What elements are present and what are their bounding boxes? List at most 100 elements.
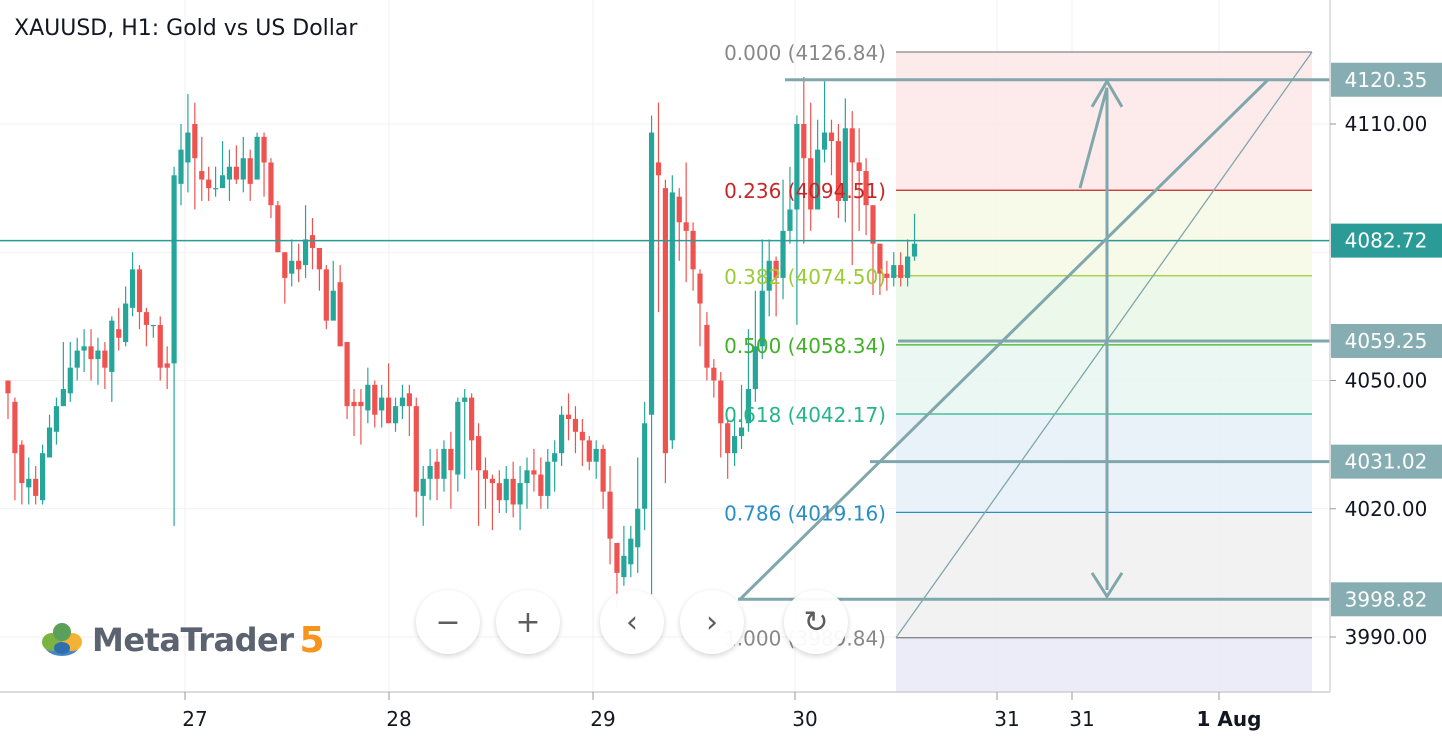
scroll-left-button[interactable]: ‹: [600, 590, 664, 654]
minus-icon: −: [435, 604, 461, 640]
candle-body: [766, 260, 772, 291]
candle-body: [19, 444, 25, 484]
fib-level-label: 0.618 (4042.17): [724, 403, 886, 427]
candle-body: [545, 461, 551, 496]
candle-body: [427, 466, 433, 479]
metatrader-logo-icon: [42, 623, 82, 656]
candle-body: [247, 158, 253, 184]
time-tick-label: 31: [1069, 707, 1094, 731]
candle-body: [386, 397, 392, 424]
fib-zone: [896, 275, 1312, 345]
metatrader-logo: MetaTrader 5: [40, 620, 325, 661]
candle-body: [676, 196, 682, 223]
price-tag: [1331, 582, 1442, 617]
candle-body: [905, 256, 911, 278]
fib-level-label: 0.382 (4074.50): [724, 265, 886, 289]
candle-body: [738, 427, 745, 437]
candle-body: [164, 363, 170, 368]
candle-body: [614, 542, 620, 573]
fib-zone: [896, 52, 1312, 191]
candle-body: [206, 179, 212, 189]
price-tick-label: 4020.00: [1345, 497, 1428, 521]
candlesticks: [5, 76, 918, 608]
candle-body: [219, 175, 226, 189]
candle-body: [95, 350, 101, 360]
time-tick-label: 28: [386, 707, 411, 731]
candle-body: [898, 265, 904, 278]
candle-body: [282, 252, 288, 278]
scroll-right-button[interactable]: ›: [680, 590, 744, 654]
candle-body: [185, 132, 191, 163]
time-axis: 27 28 29 30 31 31 1 Aug: [0, 691, 1330, 731]
candle-body: [725, 423, 731, 454]
zoom-in-button[interactable]: +: [496, 590, 560, 654]
price-tag-label: 4120.35: [1345, 68, 1428, 92]
fib-level-label: 0.236 (4094.51): [724, 179, 886, 203]
candle-body: [136, 269, 143, 313]
candle-body: [524, 470, 530, 484]
fib-zone: [896, 512, 1312, 638]
price-tag-label: 3998.82: [1345, 587, 1428, 611]
candle-body: [780, 230, 786, 278]
candle-body: [365, 384, 371, 411]
candle-body: [441, 448, 447, 479]
logo-text: MetaTrader: [92, 621, 294, 659]
plus-icon: +: [515, 604, 541, 640]
candle-body: [489, 478, 495, 484]
candle-body: [289, 260, 295, 274]
candle-body: [33, 478, 39, 496]
candle-body: [732, 436, 738, 454]
candle-body: [669, 192, 675, 441]
candle-body: [129, 269, 136, 308]
candle-body: [455, 401, 461, 475]
candle-body: [877, 243, 883, 274]
candle-body: [233, 166, 239, 180]
candle-body: [891, 265, 897, 278]
projection-line: [1078, 87, 1109, 189]
candle-body: [856, 162, 862, 172]
time-tick-label: 1 Aug: [1197, 707, 1262, 731]
candle-body: [26, 478, 32, 488]
candle-body: [316, 247, 322, 270]
reset-button[interactable]: ↻: [784, 590, 848, 654]
candle-body: [309, 235, 316, 248]
candle-body: [607, 491, 613, 539]
candle-body: [275, 205, 281, 253]
price-tick-label: 3990.00: [1345, 625, 1428, 649]
candle-body: [379, 397, 385, 411]
fib-zone: [896, 190, 1312, 276]
candle-body: [815, 149, 821, 210]
candle-body: [74, 350, 80, 368]
candle-body: [559, 414, 565, 454]
candle-body: [40, 453, 46, 501]
channel-line: [738, 78, 1270, 601]
fib-trend-line: [895, 51, 1313, 639]
price-tag-label: 4031.02: [1345, 450, 1428, 474]
candle-body: [801, 124, 807, 159]
candle-body: [863, 171, 869, 206]
candle-body: [648, 132, 655, 415]
candle-body: [448, 448, 454, 471]
candle-body: [759, 290, 765, 347]
candle-body: [372, 384, 378, 415]
candle-body: [5, 380, 11, 394]
candle-body: [482, 470, 489, 479]
candle-body: [870, 205, 876, 244]
time-tick-label: 27: [182, 707, 207, 731]
candle-body: [475, 436, 482, 471]
candle-body: [351, 401, 357, 407]
candle-body: [102, 350, 108, 368]
candle-body: [531, 470, 537, 475]
candle-body: [226, 166, 233, 180]
price-tag: [1331, 223, 1442, 258]
candle-body: [662, 188, 668, 454]
fib-zone: [896, 344, 1312, 414]
time-tick-label: 30: [792, 707, 817, 731]
candle-body: [406, 393, 412, 407]
candle-body: [143, 312, 149, 325]
candle-body: [565, 414, 572, 419]
fibonacci-zones: [896, 52, 1312, 692]
price-axis: 4110.00 4050.00 4020.00 3990.00 4120.35 4082.…: [1329, 0, 1442, 692]
zoom-out-button[interactable]: −: [416, 590, 480, 654]
